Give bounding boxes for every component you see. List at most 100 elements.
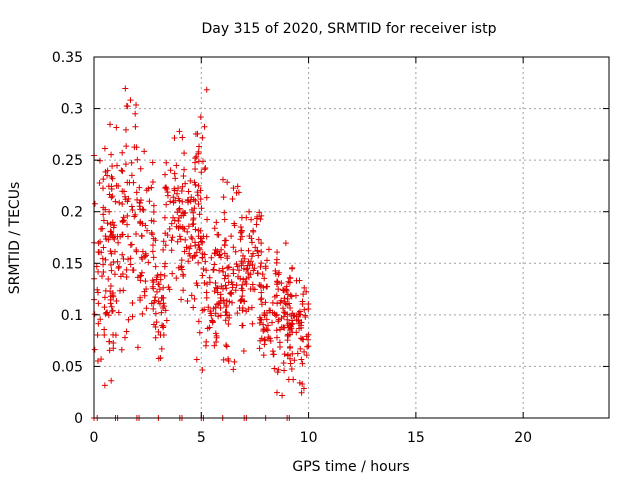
data-point bbox=[217, 312, 224, 319]
data-point bbox=[233, 261, 240, 268]
data-point bbox=[239, 281, 246, 288]
data-point bbox=[112, 332, 119, 339]
data-point bbox=[168, 237, 175, 244]
data-point bbox=[175, 218, 182, 225]
data-point bbox=[107, 300, 114, 307]
data-point bbox=[232, 287, 239, 294]
data-point bbox=[102, 287, 109, 294]
data-point bbox=[228, 289, 235, 296]
data-point bbox=[243, 214, 250, 221]
data-point bbox=[180, 287, 187, 294]
data-point bbox=[115, 309, 122, 316]
data-point bbox=[180, 172, 187, 179]
data-point bbox=[206, 324, 213, 331]
data-point bbox=[271, 365, 278, 372]
data-point bbox=[94, 286, 101, 293]
data-point bbox=[284, 352, 291, 359]
data-point bbox=[91, 346, 98, 353]
data-point bbox=[132, 123, 139, 130]
data-point bbox=[199, 134, 206, 141]
data-point bbox=[104, 220, 111, 227]
data-point bbox=[248, 216, 255, 223]
data-point bbox=[94, 332, 101, 339]
data-point bbox=[180, 225, 187, 232]
data-point bbox=[206, 279, 213, 286]
data-point bbox=[111, 222, 118, 229]
data-point bbox=[284, 311, 291, 318]
data-point bbox=[171, 170, 178, 177]
data-point bbox=[274, 300, 281, 307]
data-point bbox=[183, 244, 190, 251]
data-point bbox=[256, 320, 263, 327]
data-point bbox=[250, 250, 257, 257]
data-point bbox=[243, 275, 250, 282]
data-point bbox=[270, 351, 277, 358]
data-point bbox=[176, 205, 183, 212]
data-point bbox=[217, 298, 224, 305]
data-point bbox=[299, 360, 306, 367]
data-point bbox=[124, 179, 131, 186]
data-point bbox=[175, 225, 182, 232]
data-point bbox=[160, 238, 167, 245]
data-point bbox=[167, 198, 174, 205]
data-point bbox=[106, 208, 113, 215]
data-point bbox=[113, 182, 120, 189]
data-point bbox=[296, 379, 303, 386]
data-point bbox=[285, 320, 292, 327]
data-point bbox=[237, 236, 244, 243]
data-point bbox=[101, 326, 108, 333]
data-point bbox=[287, 360, 294, 367]
data-point bbox=[193, 249, 200, 256]
data-point bbox=[127, 261, 134, 268]
data-point bbox=[203, 267, 210, 274]
data-point bbox=[284, 291, 291, 298]
data-point bbox=[211, 225, 218, 232]
data-point bbox=[239, 305, 246, 312]
data-point bbox=[137, 294, 144, 301]
data-point bbox=[296, 277, 303, 284]
data-point bbox=[226, 298, 233, 305]
data-point bbox=[119, 231, 126, 238]
data-point bbox=[203, 86, 210, 93]
data-point bbox=[239, 293, 246, 300]
data-point bbox=[231, 220, 238, 227]
data-point bbox=[201, 279, 208, 286]
data-point bbox=[193, 153, 200, 160]
data-point bbox=[184, 297, 191, 304]
data-point bbox=[203, 194, 210, 201]
data-point bbox=[170, 199, 177, 206]
data-point bbox=[187, 198, 194, 205]
data-point bbox=[124, 212, 131, 219]
data-point bbox=[160, 246, 167, 253]
x-tick-label: 20 bbox=[514, 430, 532, 446]
data-point bbox=[137, 206, 144, 213]
data-point bbox=[120, 287, 127, 294]
data-point bbox=[184, 228, 191, 235]
data-point bbox=[134, 156, 141, 163]
data-point bbox=[160, 284, 167, 291]
data-point bbox=[150, 242, 157, 249]
data-point bbox=[114, 162, 121, 169]
data-point bbox=[150, 254, 157, 261]
data-point bbox=[261, 341, 268, 348]
data-point bbox=[122, 193, 129, 200]
data-point bbox=[288, 365, 295, 372]
data-point bbox=[301, 348, 308, 355]
data-point bbox=[125, 256, 132, 263]
data-point bbox=[157, 276, 164, 283]
data-point bbox=[292, 292, 299, 299]
data-point bbox=[195, 259, 202, 266]
data-point bbox=[133, 189, 140, 196]
data-point bbox=[245, 274, 252, 281]
data-point bbox=[150, 305, 157, 312]
data-point bbox=[170, 194, 177, 201]
data-point bbox=[254, 270, 261, 277]
data-point bbox=[107, 248, 114, 255]
data-point bbox=[108, 377, 115, 384]
data-point bbox=[169, 270, 176, 277]
data-point bbox=[188, 194, 195, 201]
data-point bbox=[205, 304, 212, 311]
data-point bbox=[100, 261, 107, 268]
data-point bbox=[150, 202, 157, 209]
data-point bbox=[280, 287, 287, 294]
